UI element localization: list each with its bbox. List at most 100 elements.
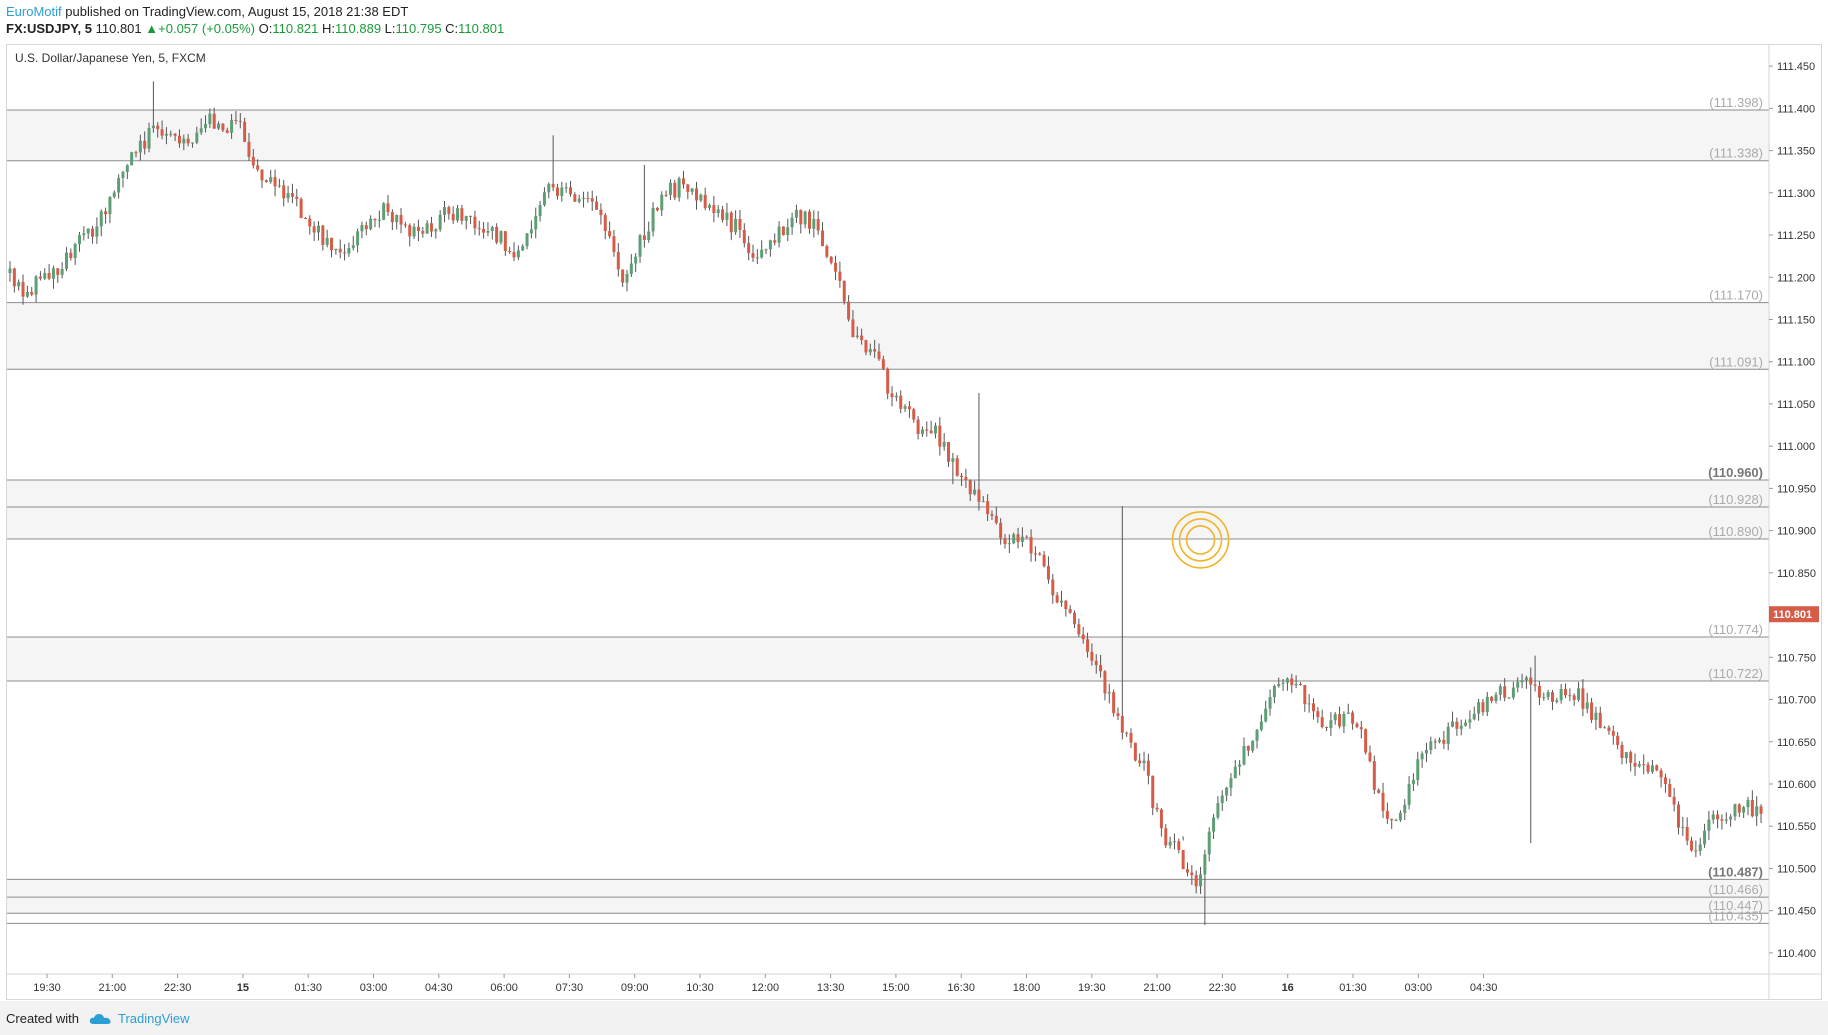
candle-body (95, 226, 99, 237)
candle (1368, 745, 1372, 763)
candle-body (1177, 841, 1181, 850)
candle (1377, 788, 1381, 794)
price-tick-label: 110.450 (1777, 906, 1816, 918)
candle (1159, 808, 1163, 837)
candle (95, 217, 99, 244)
candle-body (286, 193, 290, 199)
candle (1086, 632, 1090, 658)
candle-body (877, 351, 881, 360)
candle (1720, 814, 1724, 830)
candle (121, 170, 125, 188)
candle-body (1199, 874, 1203, 887)
candle-body (295, 196, 299, 200)
candle (1320, 709, 1324, 729)
candle (1064, 600, 1068, 617)
candle (1190, 865, 1194, 885)
candle-body (1568, 695, 1572, 697)
candle-body (121, 171, 125, 178)
candle (1372, 755, 1376, 795)
candle-body (947, 441, 951, 462)
candle (1537, 681, 1541, 706)
candle (1581, 679, 1585, 717)
candle-body (938, 425, 942, 447)
candle-body (1472, 713, 1476, 720)
candle-body (1120, 716, 1124, 733)
candle-body (1020, 536, 1024, 542)
candle (1290, 673, 1294, 693)
candle (334, 248, 338, 255)
time-tick-label: 19:30 (33, 982, 61, 994)
candle (234, 111, 238, 125)
candle (347, 242, 351, 257)
candle (1407, 776, 1411, 810)
candle (973, 480, 977, 496)
candle (186, 133, 190, 147)
candle-body (903, 406, 907, 409)
candle (195, 126, 199, 145)
candle-body (190, 142, 194, 144)
candle (1681, 816, 1685, 836)
tradingview-brand-link[interactable]: TradingView (118, 1011, 190, 1026)
candlestick-chart[interactable]: (111.398) (111.338) (111.170) (111.091) (110… (7, 45, 1821, 999)
candle-body (860, 335, 864, 341)
candle-body (751, 253, 755, 258)
level-label: (111.338) (1709, 146, 1763, 161)
candle (1429, 736, 1433, 755)
candle (51, 265, 55, 289)
candle (1659, 768, 1663, 788)
candle (212, 107, 216, 130)
candle (668, 179, 672, 201)
candle (999, 518, 1003, 545)
candle (1424, 742, 1428, 762)
candle-body (356, 231, 360, 246)
candle (1212, 813, 1216, 840)
author-link[interactable]: EuroMotif (6, 4, 62, 19)
candle (1146, 753, 1150, 785)
candle (1616, 732, 1620, 750)
candle-body (1481, 702, 1485, 713)
candle (920, 426, 924, 437)
candle-body (516, 250, 520, 258)
price-tick-label: 110.600 (1777, 779, 1816, 791)
candle-body (1073, 612, 1077, 625)
candle (1307, 694, 1311, 713)
candle (503, 230, 507, 256)
low-label: L: (384, 21, 396, 36)
chart-frame[interactable]: (111.398) (111.338) (111.170) (111.091) (110… (6, 44, 1822, 1000)
candle (273, 169, 277, 197)
candle (534, 207, 538, 239)
candle-body (1603, 727, 1607, 729)
candle-body (1342, 713, 1346, 727)
candle (712, 195, 716, 223)
candle-body (1125, 732, 1129, 734)
candle (890, 386, 894, 407)
candle (1051, 573, 1055, 604)
candle (738, 209, 742, 238)
candle-body (138, 140, 142, 153)
candle (1207, 827, 1211, 862)
candle (1663, 773, 1667, 793)
tradingview-cloud-icon[interactable] (88, 1012, 114, 1029)
candle-body (1720, 819, 1724, 821)
candle-body (1259, 721, 1263, 730)
candle-body (1537, 685, 1541, 698)
low-value: 110.795 (395, 21, 442, 36)
candle-body (1146, 760, 1150, 776)
candle (799, 209, 803, 234)
level-label: (110.774) (1708, 622, 1763, 637)
candle (1099, 655, 1103, 678)
candle (647, 221, 651, 243)
candle-body (482, 228, 486, 233)
candle (595, 195, 599, 211)
candle (482, 221, 486, 239)
price-tick-label: 111.350 (1777, 146, 1815, 158)
candle-body (373, 218, 377, 221)
candle-body (542, 192, 546, 205)
candle (1025, 535, 1029, 539)
candle (1555, 697, 1559, 704)
candle-body (599, 209, 603, 216)
candle-body (1368, 752, 1372, 762)
candle-body (721, 209, 725, 220)
candle-body (434, 229, 438, 232)
candle-body (1346, 712, 1350, 714)
